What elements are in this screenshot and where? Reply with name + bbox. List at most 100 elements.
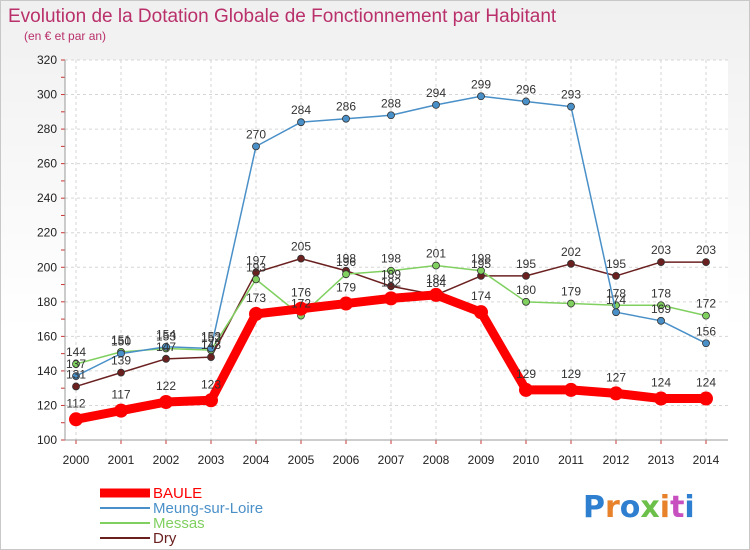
data-label-messas: 144 xyxy=(66,345,86,359)
data-point-messas xyxy=(522,297,530,306)
y-tick-label: 280 xyxy=(37,122,57,136)
data-label-meung-sur-loire: 137 xyxy=(66,357,86,371)
data-point-messas xyxy=(432,261,440,270)
data-point-baule xyxy=(474,305,488,320)
data-label-messas: 172 xyxy=(291,297,311,311)
data-label-meung-sur-loire: 156 xyxy=(696,324,716,338)
data-label-baule: 123 xyxy=(201,377,221,391)
proxiti-logo: Proxiti xyxy=(583,490,695,525)
data-label-dry: 131 xyxy=(66,367,86,381)
data-label-messas: 172 xyxy=(696,297,716,311)
x-tick-label: 2004 xyxy=(243,453,270,467)
y-tick-label: 240 xyxy=(37,191,57,205)
y-tick-label: 100 xyxy=(37,433,57,447)
data-point-messas xyxy=(657,301,665,310)
y-tick-label: 160 xyxy=(37,329,57,343)
data-label-meung-sur-loire: 154 xyxy=(156,328,176,342)
x-tick-label: 2002 xyxy=(153,453,180,467)
proxiti-logo-text: Proxiti xyxy=(583,490,695,525)
data-label-meung-sur-loire: 284 xyxy=(291,103,311,117)
data-label-messas: 193 xyxy=(246,260,266,274)
data-label-baule: 124 xyxy=(696,376,716,390)
data-label-dry: 195 xyxy=(606,257,626,271)
data-point-meung-sur-loire xyxy=(162,342,170,351)
legend-label-dry: Dry xyxy=(153,530,177,547)
data-label-dry: 184 xyxy=(426,276,446,290)
data-point-meung-sur-loire xyxy=(207,344,215,353)
x-tick-label: 2006 xyxy=(333,453,360,467)
data-point-baule xyxy=(429,287,443,302)
x-tick-label: 2007 xyxy=(378,453,405,467)
data-point-meung-sur-loire xyxy=(252,142,260,151)
data-point-meung-sur-loire xyxy=(657,316,665,325)
chart-subtitle: (en € et par an) xyxy=(24,29,106,43)
data-label-dry: 189 xyxy=(381,267,401,281)
x-tick-label: 2003 xyxy=(198,453,225,467)
data-label-messas: 151 xyxy=(111,333,131,347)
series-layer xyxy=(69,92,713,427)
x-tick-label: 2014 xyxy=(693,453,720,467)
data-point-baule xyxy=(339,296,353,311)
data-label-messas: 153 xyxy=(156,329,176,343)
data-point-baule xyxy=(654,391,668,406)
data-label-baule: 174 xyxy=(471,289,491,303)
data-label-dry: 195 xyxy=(516,257,536,271)
data-label-dry: 205 xyxy=(291,240,311,254)
data-label-dry: 198 xyxy=(336,252,356,266)
data-point-baule xyxy=(249,306,263,321)
x-tick-label: 2012 xyxy=(603,453,630,467)
data-label-baule: 182 xyxy=(381,275,401,289)
data-point-baule xyxy=(159,395,173,409)
y-tick-label: 200 xyxy=(37,260,57,274)
data-label-meung-sur-loire: 150 xyxy=(111,335,131,349)
data-point-meung-sur-loire xyxy=(702,339,710,348)
data-label-meung-sur-loire: 293 xyxy=(561,88,581,102)
data-point-meung-sur-loire xyxy=(477,92,485,101)
data-point-messas xyxy=(387,266,395,275)
grid-layer xyxy=(65,59,728,441)
data-point-dry xyxy=(72,382,80,391)
data-point-baule xyxy=(564,382,578,397)
y-tick-label: 260 xyxy=(37,157,57,171)
data-point-messas xyxy=(252,275,260,284)
legend-label-meung-sur-loire: Meung-sur-Loire xyxy=(153,500,263,517)
data-point-dry xyxy=(297,254,305,263)
logo-letter: x xyxy=(640,490,659,525)
data-label-messas: 152 xyxy=(201,331,221,345)
data-point-baule xyxy=(519,382,533,397)
y-tick-label: 220 xyxy=(37,226,57,240)
x-tick-label: 2009 xyxy=(468,453,495,467)
data-label-dry: 203 xyxy=(651,243,671,257)
x-tick-label: 2005 xyxy=(288,453,315,467)
data-point-meung-sur-loire xyxy=(72,372,80,380)
data-point-messas xyxy=(477,266,485,275)
logo-letter: P xyxy=(583,490,605,525)
data-label-meung-sur-loire: 153 xyxy=(201,329,221,343)
y-tick-label: 120 xyxy=(37,398,57,412)
legend-label-messas: Messas xyxy=(153,515,205,532)
y-tick-label: 320 xyxy=(37,53,57,67)
y-tick-label: 180 xyxy=(37,295,57,309)
data-label-baule: 129 xyxy=(561,367,581,381)
data-label-messas: 180 xyxy=(516,283,536,297)
data-label-baule: 173 xyxy=(246,291,266,305)
data-point-meung-sur-loire xyxy=(432,101,440,109)
label-layer: 112 117 122 123 173 176 179 182 184 174 129 129 127 1… xyxy=(66,77,716,410)
data-label-messas: 198 xyxy=(471,252,491,266)
data-label-meung-sur-loire: 296 xyxy=(516,82,536,96)
axis-layer: 100 120 140 160 180 200 220 240 260 280 300 320 2000… xyxy=(37,53,728,467)
data-label-messas: 178 xyxy=(651,286,671,300)
data-label-dry: 202 xyxy=(561,245,581,259)
logo-letter: i xyxy=(660,490,670,525)
data-point-messas xyxy=(702,311,710,320)
data-label-baule: 124 xyxy=(651,376,671,390)
x-tick-label: 2013 xyxy=(648,453,675,467)
data-label-dry: 147 xyxy=(156,340,176,354)
data-point-dry xyxy=(702,258,710,266)
data-point-messas xyxy=(72,360,80,368)
chart-title: Evolution de la Dotation Globale de Fonc… xyxy=(8,6,557,27)
data-label-baule: 129 xyxy=(516,367,536,381)
plot-area xyxy=(65,60,728,440)
data-label-meung-sur-loire: 270 xyxy=(246,127,266,141)
